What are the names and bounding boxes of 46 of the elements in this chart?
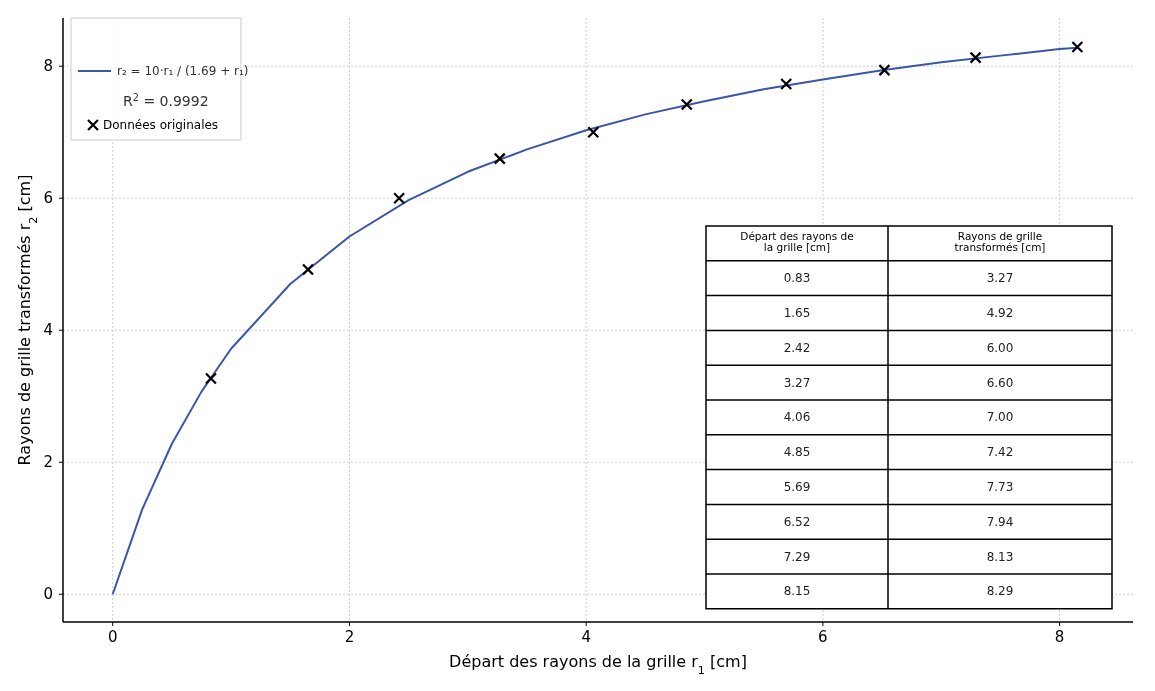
point: [878, 64, 891, 77]
annotation: 4.06: [783, 410, 811, 425]
point: [301, 263, 315, 276]
annotation: R$^{2}$ = 0.9992: [123, 91, 209, 109]
annotation: 6.52: [783, 514, 811, 529]
annotation: 8.15: [783, 584, 811, 599]
x-tick-label: 8: [1054, 628, 1065, 646]
annotation: 8.13: [986, 549, 1014, 564]
annotation: 7.42: [986, 445, 1014, 460]
y-tick-label: 4: [43, 321, 53, 340]
point: [204, 372, 218, 385]
annotation: 0.83: [783, 271, 811, 286]
annotation: 3.27: [986, 271, 1014, 286]
annotation: 4.92: [986, 306, 1014, 320]
point: [780, 77, 793, 91]
annotation: 4.85: [783, 445, 811, 460]
annotation: 5.69: [783, 480, 811, 494]
annotation: 2.42: [783, 340, 811, 355]
point: [1071, 40, 1084, 54]
annotation: 7.73: [986, 480, 1014, 494]
y-tick-label: 6: [43, 189, 53, 208]
point: [393, 192, 406, 205]
point: [587, 126, 600, 139]
annotation: 6.60: [986, 375, 1014, 390]
annotation: 7.29: [783, 549, 811, 564]
annotation: 7.00: [986, 410, 1014, 425]
annotation: 3.27: [783, 375, 811, 390]
x-tick-label: 6: [818, 628, 828, 646]
x-tick-label: 4: [581, 628, 591, 646]
annotation: Départ des rayons de la grille [cm]: [740, 230, 854, 253]
x-tick-label: 0: [107, 628, 118, 646]
y-tick-label: 2: [43, 453, 53, 472]
point: [680, 98, 693, 111]
y-tick-label: 0: [43, 585, 53, 604]
annotation: 1.65: [783, 306, 811, 320]
x-axis-title: Départ des rayons de la grille r$_{1}$ [cm]: [449, 652, 747, 677]
legend-label: r₂ = 10·r₁ / (1.69 + r₁): [117, 64, 249, 78]
point: [969, 51, 982, 64]
annotation: 6.00: [986, 340, 1014, 355]
legend-label: Données originales: [103, 118, 219, 132]
annotation: 7.94: [986, 514, 1014, 529]
annotation: 8.29: [986, 584, 1014, 599]
y-tick-label: 8: [43, 57, 53, 76]
point: [493, 152, 506, 165]
x-tick-label: 2: [344, 628, 355, 646]
annotation: Rayons de grille transformés [cm]: [954, 230, 1046, 253]
